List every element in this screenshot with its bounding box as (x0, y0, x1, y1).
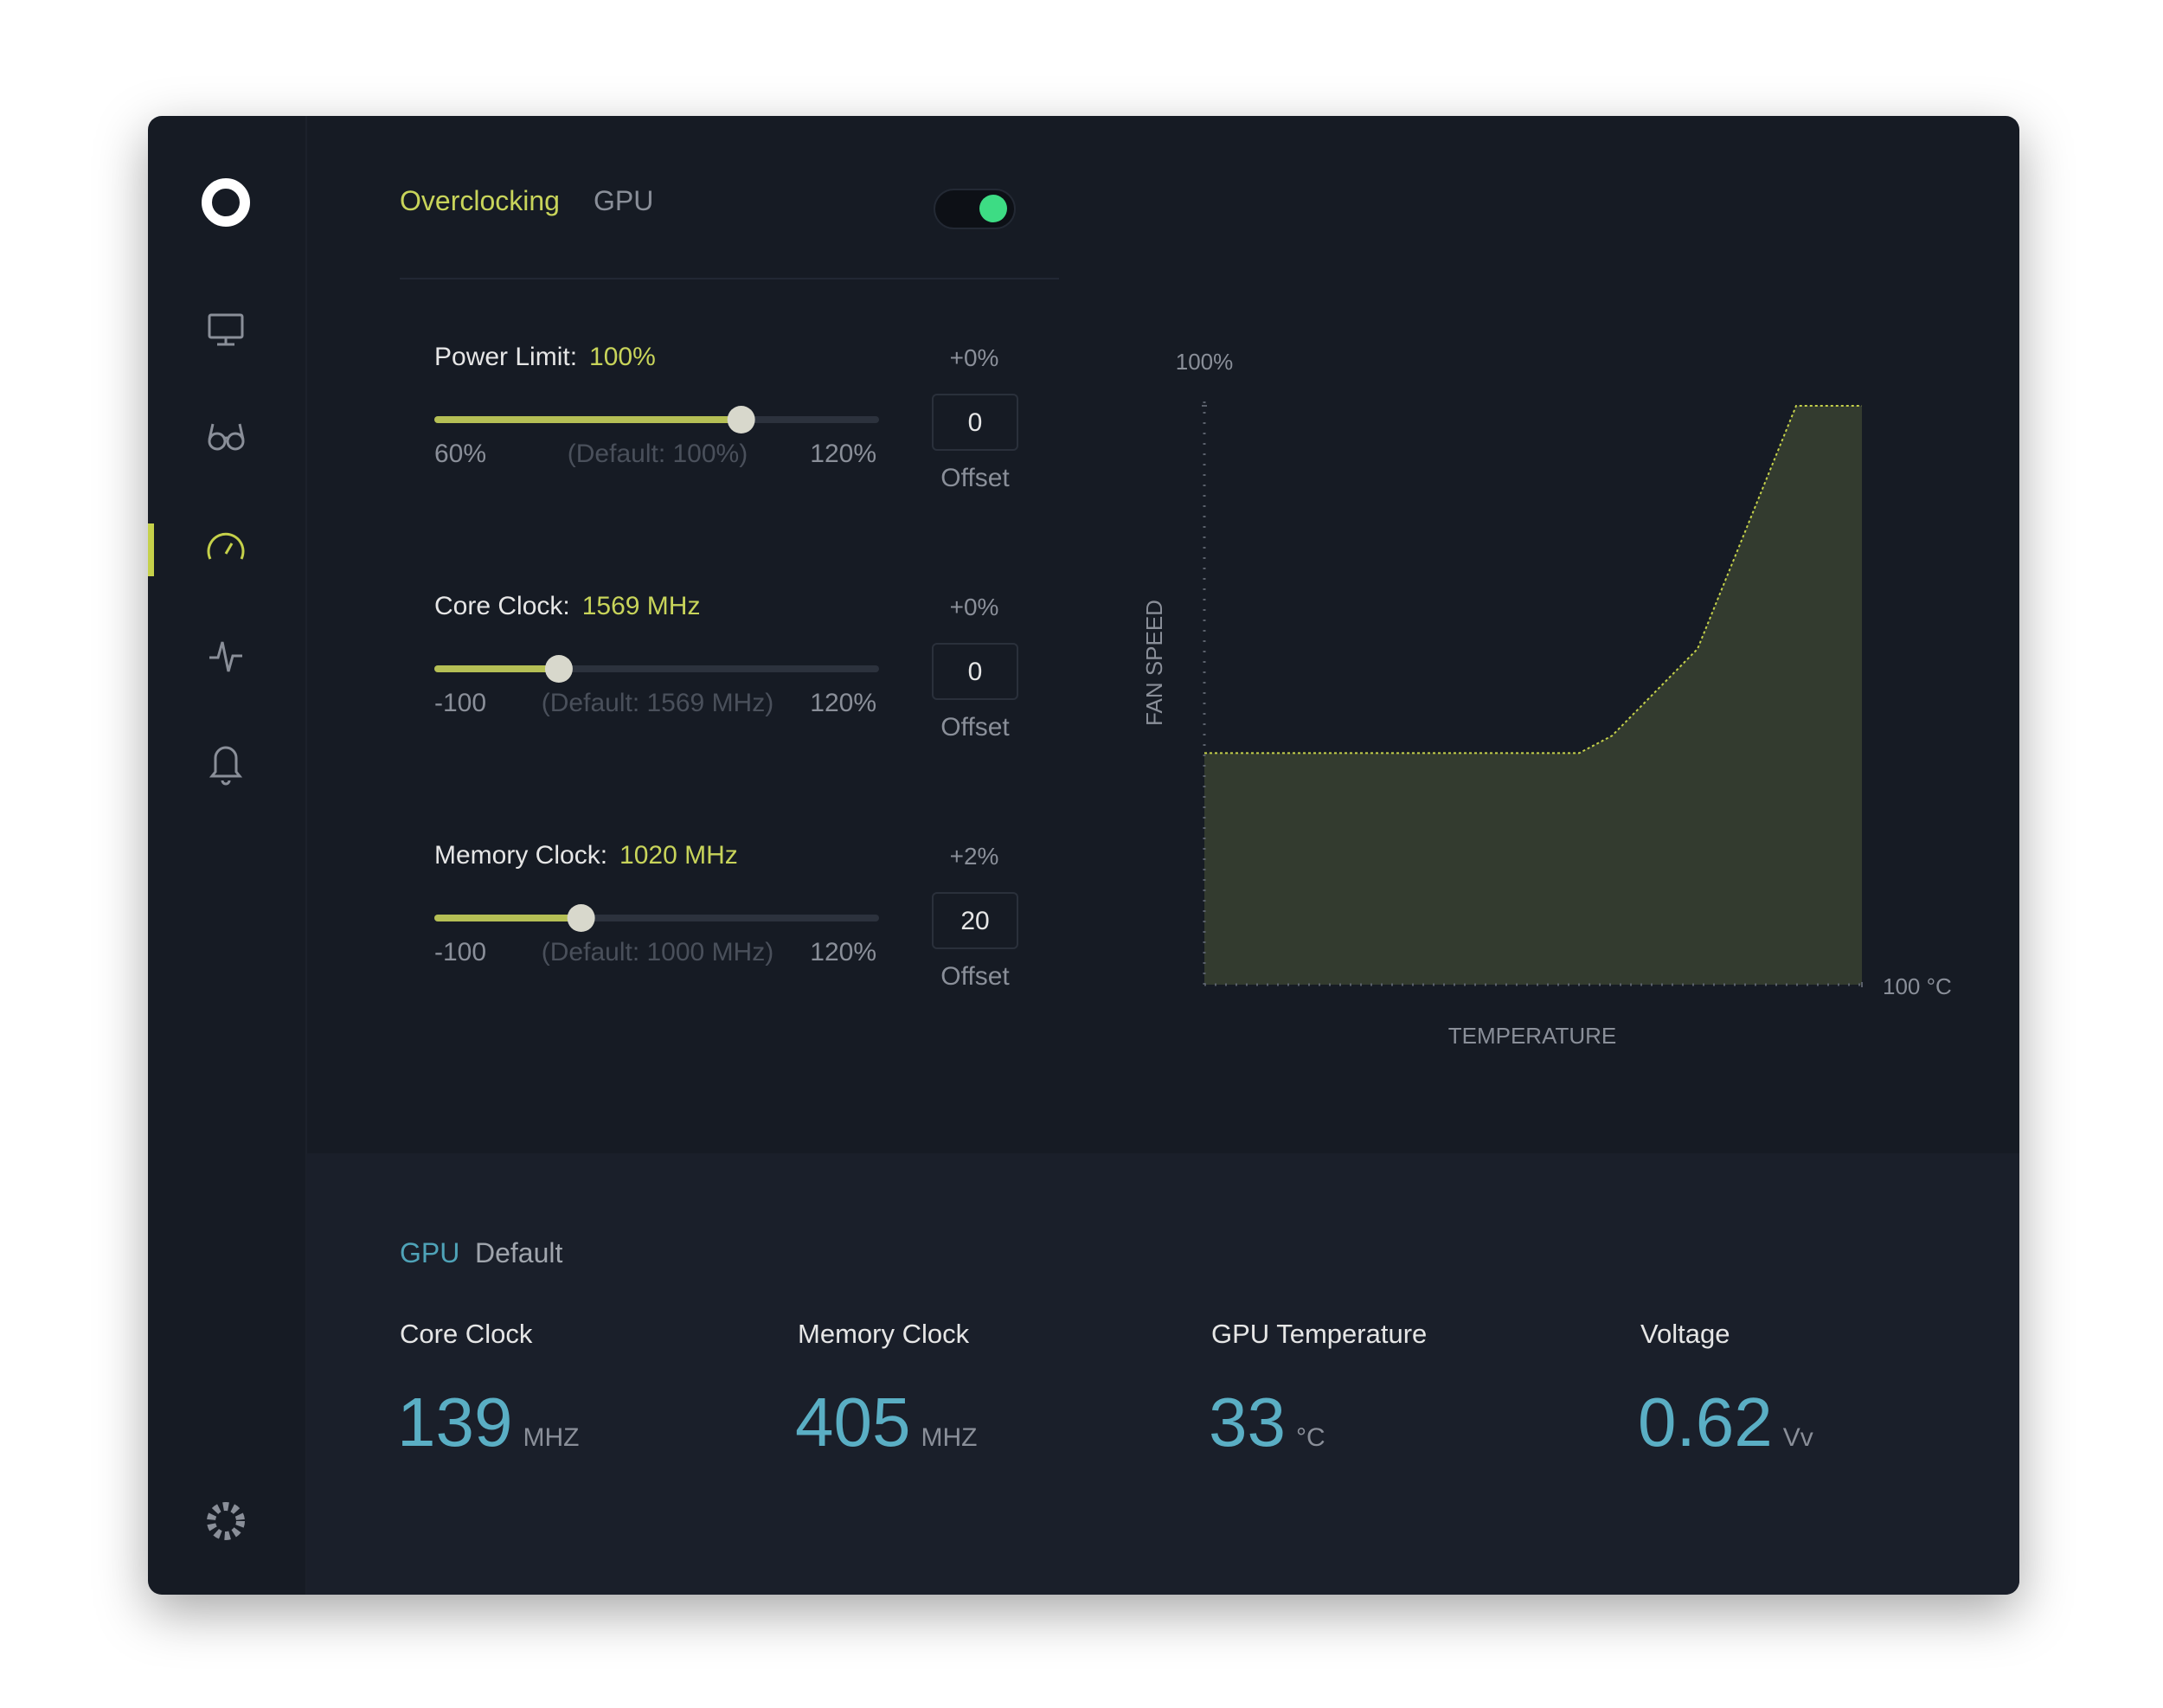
glasses-icon[interactable] (208, 423, 245, 451)
slider-max: 120% (810, 689, 876, 717)
offset-label: Offset (940, 464, 1010, 492)
slider-label-row: Core Clock: 1569 MHz (434, 592, 700, 621)
stat-unit: MHZ (523, 1423, 580, 1452)
stat-label: Core Clock (400, 1319, 533, 1349)
x-axis-label: TEMPERATURE (1448, 1023, 1617, 1049)
slider-min: 60% (434, 440, 487, 468)
toggle-knob (979, 195, 1007, 222)
slider-label-row: Power Limit: 100% (434, 343, 656, 372)
logo (202, 178, 250, 227)
stat-value: 405 (795, 1384, 911, 1461)
section-subtitle: GPU (594, 185, 654, 216)
stat-unit: °C (1295, 1423, 1325, 1452)
offset-value: 0 (967, 658, 983, 686)
slider-label-row: Memory Clock: 1020 MHz (434, 841, 738, 870)
slider-default: (Default: 100%) (567, 440, 748, 468)
stat-value: 0.62 (1638, 1384, 1773, 1461)
settings-icon[interactable] (207, 1502, 245, 1540)
fan-curve-line (1204, 405, 1862, 754)
stat-row: 139 MHZ (397, 1383, 579, 1462)
offset-input[interactable] (932, 892, 1018, 949)
stat-label: GPU Temperature (1211, 1319, 1428, 1349)
slider-max: 120% (810, 440, 876, 468)
offset-value: 0 (967, 408, 983, 437)
offset-label: Offset (940, 713, 1010, 742)
fan-curve-area (1204, 406, 1862, 985)
offset-change: +0% (949, 594, 999, 620)
offset-value: 20 (960, 907, 990, 935)
y-tick-label: 100% (1176, 349, 1234, 375)
sidebar (148, 116, 307, 1595)
stats-subtitle: Default (475, 1237, 563, 1268)
slider-thumb[interactable] (727, 406, 755, 433)
stat-label: Memory Clock (798, 1319, 970, 1349)
slider-fill (434, 416, 741, 423)
stat-row: 405 MHZ (795, 1383, 977, 1462)
slider-label: Core Clock: (434, 592, 570, 620)
slider-value: 100% (589, 343, 656, 371)
offset-change: +2% (949, 843, 999, 870)
stat-value: 139 (397, 1384, 513, 1461)
bell-icon[interactable] (209, 746, 243, 786)
stat-unit: Vv (1782, 1423, 1813, 1452)
slider-min: -100 (434, 689, 487, 717)
active-indicator (148, 523, 154, 576)
offset-label: Offset (940, 962, 1010, 991)
slider-label: Power Limit: (434, 343, 578, 371)
stat-row: 0.62 Vv (1638, 1383, 1813, 1462)
stats-panel (306, 1153, 2019, 1595)
gauge-icon[interactable] (207, 532, 245, 560)
monitor-icon[interactable] (208, 313, 244, 346)
stat-label: Voltage (1640, 1319, 1730, 1349)
stat-unit: MHZ (921, 1423, 978, 1452)
slider-label: Memory Clock: (434, 841, 608, 870)
offset-input[interactable] (932, 643, 1018, 700)
slider-default: (Default: 1000 MHz) (541, 938, 774, 966)
offset-input[interactable] (932, 394, 1018, 451)
slider-value: 1569 MHz (581, 592, 701, 620)
section-title: Overclocking (400, 185, 560, 216)
slider-thumb[interactable] (567, 904, 595, 932)
slider-min: -100 (434, 938, 487, 966)
slider-thumb[interactable] (544, 655, 573, 683)
slider-fill (434, 665, 559, 672)
nav-icons (202, 178, 250, 1540)
stat-row: 33 °C (1209, 1383, 1325, 1462)
slider-max: 120% (810, 938, 876, 966)
slider-default: (Default: 1569 MHz) (541, 689, 774, 717)
stat-value: 33 (1209, 1384, 1286, 1461)
x-tick-label: 100 °C (1883, 973, 1952, 999)
pulse-icon[interactable] (209, 641, 242, 672)
stats-title: GPU (400, 1237, 460, 1268)
slider-fill (434, 915, 581, 921)
y-axis-label: FAN SPEED (1141, 600, 1167, 726)
slider-value: 1020 MHz (619, 841, 738, 870)
offset-change: +0% (949, 344, 999, 371)
